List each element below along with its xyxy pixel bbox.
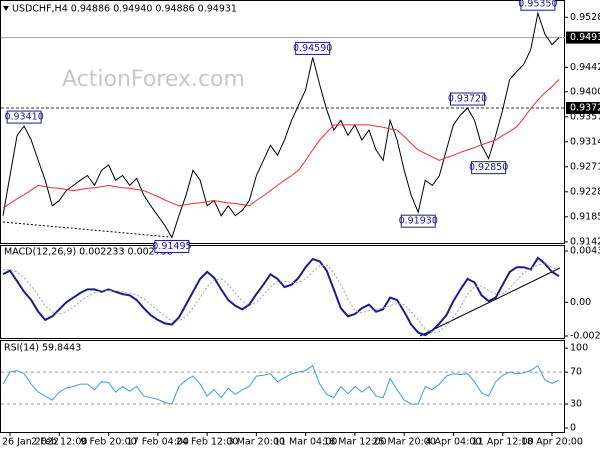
value-label: 0.94590: [293, 43, 332, 54]
y-tick-label: 100: [570, 343, 588, 354]
y-tick-label: -0.002881: [570, 331, 600, 342]
value-label-box: [400, 214, 436, 228]
y-tick-label: 0.94000: [570, 86, 600, 97]
value-label: 0.95350: [518, 0, 557, 10]
menu-triangle: [3, 6, 9, 11]
x-tick-label: 26 Jan 2022: [2, 437, 59, 448]
y-tick-label: 0.92280: [570, 186, 600, 197]
y-tick-label: 0: [570, 423, 576, 434]
x-tick-label: 2 Feb 12:00: [31, 437, 87, 448]
value-label-box: [154, 239, 190, 253]
value-label: 0.91930: [399, 216, 438, 227]
value-label-box: [295, 41, 331, 55]
series-line: [2, 364, 560, 405]
series-line: [2, 256, 560, 337]
price-panel: [0, 0, 565, 244]
series-line: [2, 79, 560, 209]
y-tick-label: 0.00: [570, 297, 591, 308]
macd-title: MACD(12,26,9) 0.002233 0.002758: [4, 247, 173, 258]
value-label: 0.92850: [469, 162, 508, 173]
y-tick-label: 0.91420: [570, 236, 600, 247]
macd-trend-line: [419, 267, 561, 337]
x-tick-label: 18 Apr 20:00: [521, 437, 583, 448]
value-label: 0.93410: [4, 112, 43, 123]
y-tick-label: 70: [570, 367, 582, 378]
price-label-box: [566, 31, 600, 44]
value-label: 0.93720: [448, 94, 487, 105]
x-tick-label: 9 Feb 20:00: [80, 437, 136, 448]
x-tick-label: 18 Mar 12:00: [323, 437, 386, 448]
y-tick-label: 0.91850: [570, 211, 600, 222]
rsi-title: RSI(14) 59.8443: [4, 343, 81, 354]
price-title: USDCHF,H4 0.94886 0.94940 0.94886 0.9493…: [12, 4, 237, 15]
x-tick-label: 17 Feb 04:00: [127, 437, 189, 448]
value-label-box: [450, 92, 486, 106]
y-tick-label: 0.95280: [570, 12, 600, 23]
value-label: 0.91495: [152, 241, 191, 252]
series-line: [3, 263, 560, 334]
x-tick-label: 3 Mar 20:00: [228, 437, 285, 448]
watermark: ActionForex.com: [62, 67, 245, 92]
rsi-panel: [0, 340, 565, 433]
y-tick-label: 0.93140: [570, 136, 600, 147]
trend-line: [2, 221, 171, 238]
y-tick-label: 0.004381: [570, 246, 600, 257]
value-label-box: [6, 110, 42, 124]
x-tick-label: 24 Feb 12:00: [176, 437, 238, 448]
x-tick-label: 4 Apr 04:00: [425, 437, 481, 448]
value-label-box: [520, 0, 556, 11]
price-label: 0.93720: [570, 103, 600, 114]
price-label: 0.94931: [570, 32, 600, 43]
y-tick-label: 0.93570: [570, 111, 600, 122]
x-tick-label: 11 Mar 04:00: [274, 437, 337, 448]
value-label-box: [471, 161, 507, 175]
y-tick-label: 30: [570, 399, 582, 410]
x-tick-label: 11 Apr 12:00: [472, 437, 534, 448]
y-tick-label: 0.94420: [570, 62, 600, 73]
macd-panel: [0, 245, 565, 339]
price-label-box: [566, 102, 600, 115]
x-tick-label: 25 Mar 20:00: [372, 437, 435, 448]
series-line: [2, 11, 560, 239]
y-tick-label: 0.92710: [570, 161, 600, 172]
